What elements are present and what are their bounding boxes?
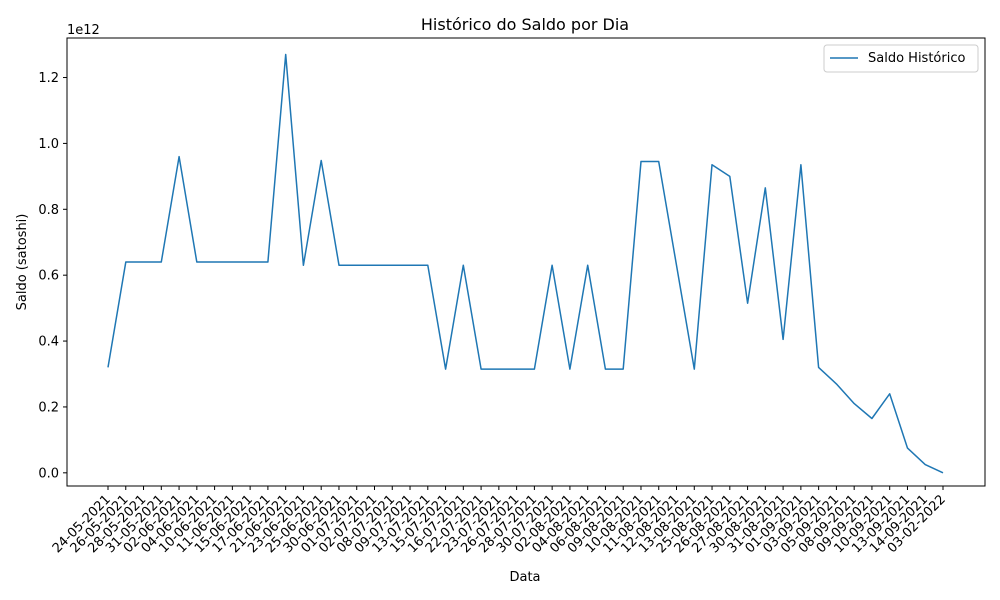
y-tick-label: 0.0 xyxy=(38,466,59,481)
legend: Saldo Histórico xyxy=(823,44,979,73)
series-line-saldo-historico xyxy=(107,53,944,474)
series-group xyxy=(107,53,944,474)
chart-title: Histórico do Saldo por Dia xyxy=(421,15,629,34)
y-tick-label: 0.6 xyxy=(38,269,59,284)
plot-area-frame xyxy=(66,37,986,487)
y-tick-label: 1.0 xyxy=(38,137,59,152)
y-tick-label: 0.8 xyxy=(38,203,59,218)
y-tick-label: 1.2 xyxy=(38,71,59,86)
x-axis-label: Data xyxy=(509,570,540,585)
legend-entry-saldo-historico: Saldo Histórico xyxy=(868,51,965,66)
y-axis-ticks: 0.0 0.2 0.4 0.6 0.8 1.0 1.2 xyxy=(38,71,67,481)
legend-box xyxy=(823,44,979,73)
y-tick-label: 0.2 xyxy=(38,400,59,415)
y-tick-label: 0.4 xyxy=(38,335,59,350)
y-axis-label: Saldo (satoshi) xyxy=(15,214,30,311)
y-axis-offset-label: 1e12 xyxy=(67,23,100,38)
